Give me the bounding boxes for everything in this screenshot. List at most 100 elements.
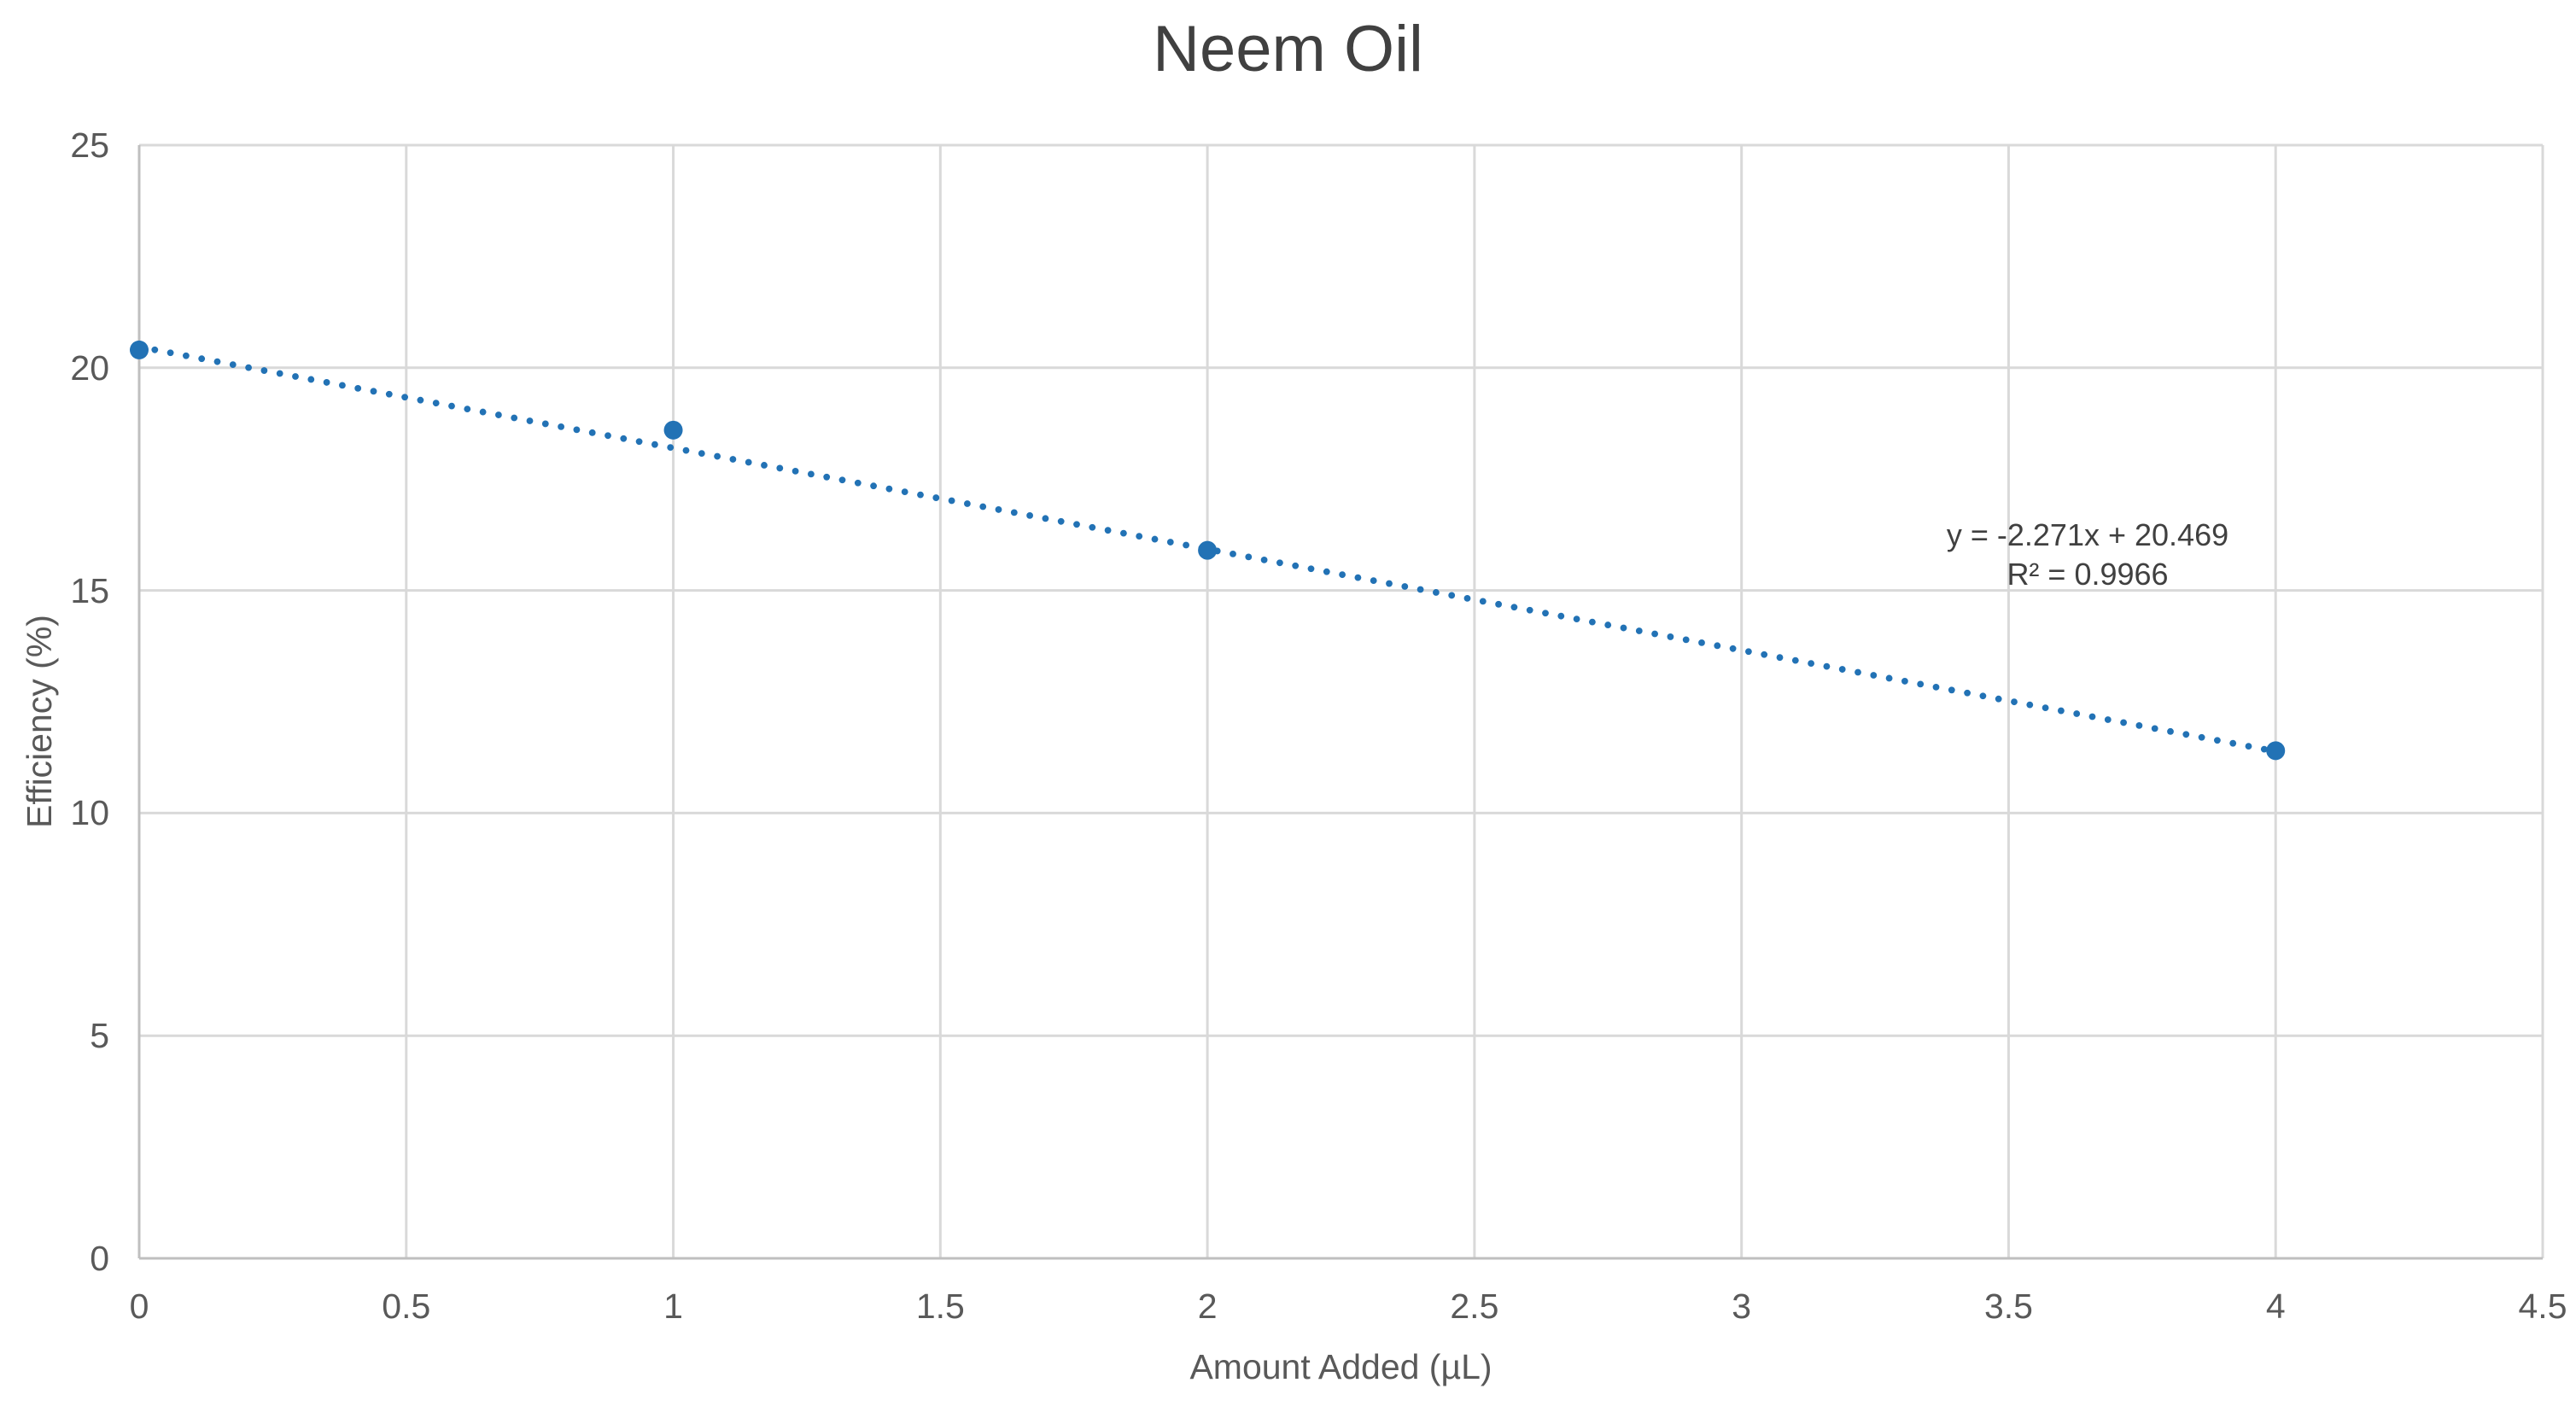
trendline-dot[interactable] [1855, 668, 1861, 676]
trendline-dot[interactable] [307, 376, 315, 383]
trendline-dot[interactable] [932, 494, 940, 501]
trendline-dot[interactable] [2135, 721, 2143, 729]
trendline-dot[interactable] [901, 488, 908, 496]
trendline-dot[interactable] [1995, 695, 2002, 703]
trendline-dot[interactable] [854, 479, 862, 487]
trendline-dot[interactable] [745, 458, 752, 466]
trendline-dot[interactable] [166, 349, 174, 357]
trendline-dot[interactable] [1589, 618, 1596, 626]
trendline-dot[interactable] [417, 396, 424, 404]
trendline-dot[interactable] [1526, 606, 1533, 614]
trendline-dot[interactable] [995, 506, 1002, 513]
trendline-dot[interactable] [1620, 624, 1627, 632]
trendline-dot[interactable] [1838, 666, 1846, 673]
trendline-dot[interactable] [1089, 523, 1096, 531]
trendline-dot[interactable] [1166, 539, 1174, 546]
trendline-dot[interactable] [1808, 660, 1815, 668]
trendline-dot[interactable] [385, 390, 393, 398]
trendline-dot[interactable] [808, 470, 815, 478]
trendline-dot[interactable] [2011, 698, 2018, 706]
trendline-dot[interactable] [1870, 672, 1878, 679]
trendline-dot[interactable] [1745, 648, 1752, 656]
trendline-dot[interactable] [448, 402, 455, 410]
trendline-dot[interactable] [1542, 610, 1549, 617]
trendline-dot[interactable] [1682, 636, 1690, 644]
trendline-dot[interactable] [1979, 692, 1987, 700]
trendline-dot[interactable] [1026, 511, 1033, 519]
trendline-dot[interactable] [1917, 680, 1925, 688]
trendline-dot[interactable] [370, 388, 377, 395]
trendline-dot[interactable] [1604, 621, 1612, 628]
trendline-dot[interactable] [791, 467, 799, 475]
trendline-dot[interactable] [339, 382, 346, 389]
trendline-dot[interactable] [1323, 568, 1330, 575]
trendline-dot[interactable] [2229, 739, 2237, 747]
data-point-marker[interactable] [130, 340, 149, 359]
trendline-dot[interactable] [276, 370, 283, 377]
trendline-dot[interactable] [432, 400, 440, 407]
trendline-dot[interactable] [2182, 731, 2190, 738]
trendline-dot[interactable] [651, 441, 658, 448]
trendline-dot[interactable] [2026, 701, 2034, 709]
trendline-dot[interactable] [2151, 725, 2158, 732]
trendline-dot[interactable] [2260, 745, 2268, 753]
trendline-dot[interactable] [1448, 592, 1456, 599]
trendline-dot[interactable] [682, 446, 690, 454]
trendline-dot[interactable] [1433, 589, 1440, 596]
trendline-dot[interactable] [2073, 710, 2081, 717]
trendline-dot[interactable] [229, 361, 237, 369]
trendline-dot[interactable] [511, 414, 518, 422]
trendline-dot[interactable] [1479, 598, 1487, 605]
trendline-dot[interactable] [838, 476, 846, 484]
trendline-dot[interactable] [667, 444, 675, 452]
trendline-dot[interactable] [698, 450, 705, 457]
trendline-dot[interactable] [1823, 662, 1831, 670]
trendline-dot[interactable] [213, 358, 221, 365]
trendline-dot[interactable] [183, 352, 190, 359]
trendline-dot[interactable] [2104, 716, 2112, 723]
trendline-dot[interactable] [541, 420, 549, 428]
chart-title[interactable]: Neem Oil [1153, 13, 1423, 85]
trendline-dot[interactable] [1651, 630, 1658, 638]
trendline-dot[interactable] [1495, 600, 1502, 608]
trendline-dot[interactable] [1245, 553, 1253, 561]
trendline-dot[interactable] [1510, 604, 1518, 611]
trendline-dot[interactable] [1260, 556, 1268, 563]
trendline-dot[interactable] [714, 452, 721, 460]
trendline-dot[interactable] [2042, 704, 2049, 712]
trendline-dot[interactable] [464, 406, 471, 413]
trendline-dot[interactable] [1417, 586, 1424, 593]
trendline-dot[interactable] [1791, 656, 1799, 664]
trendline-dot[interactable] [885, 485, 893, 493]
trendline-dot[interactable] [1573, 616, 1580, 623]
trendline-dot[interactable] [948, 497, 955, 505]
trendline-dot[interactable] [2058, 707, 2065, 715]
trendline-dot[interactable] [292, 373, 299, 380]
trendline-dot[interactable] [151, 346, 159, 353]
trendline-dot[interactable] [1104, 527, 1112, 534]
data-point-marker[interactable] [2266, 741, 2286, 761]
trendline-dot[interactable] [2198, 733, 2205, 741]
trendline-dot[interactable] [323, 379, 330, 386]
trendline-dot[interactable] [1964, 689, 1971, 697]
trendline-dot[interactable] [1698, 639, 1705, 646]
trendline-dot[interactable] [1292, 562, 1300, 569]
trendline-dot[interactable] [1370, 577, 1377, 584]
data-point-marker[interactable] [663, 420, 683, 440]
x-axis-title[interactable]: Amount Added (µL) [1189, 1347, 1492, 1386]
trendline-dot[interactable] [495, 411, 502, 418]
trendline-dot[interactable] [870, 482, 877, 490]
trendline-dot[interactable] [1401, 583, 1409, 590]
trendline-dot[interactable] [620, 435, 628, 442]
trendline-dot[interactable] [1010, 509, 1018, 516]
trendline-dot[interactable] [1714, 642, 1721, 650]
trendline-dot[interactable] [1761, 651, 1768, 658]
trendline-dot[interactable] [1776, 654, 1784, 662]
trendline-dot[interactable] [1307, 565, 1315, 573]
trendline-dot[interactable] [1230, 551, 1236, 557]
trendline-dot[interactable] [1932, 683, 1940, 691]
trendline-dot[interactable] [588, 429, 596, 436]
trendline-dot[interactable] [1635, 627, 1643, 634]
trendline-dot[interactable] [761, 462, 768, 469]
trendline-dot[interactable] [1463, 594, 1471, 602]
